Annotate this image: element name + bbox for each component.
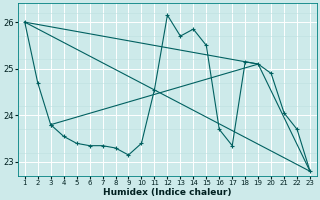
X-axis label: Humidex (Indice chaleur): Humidex (Indice chaleur) [103,188,232,197]
